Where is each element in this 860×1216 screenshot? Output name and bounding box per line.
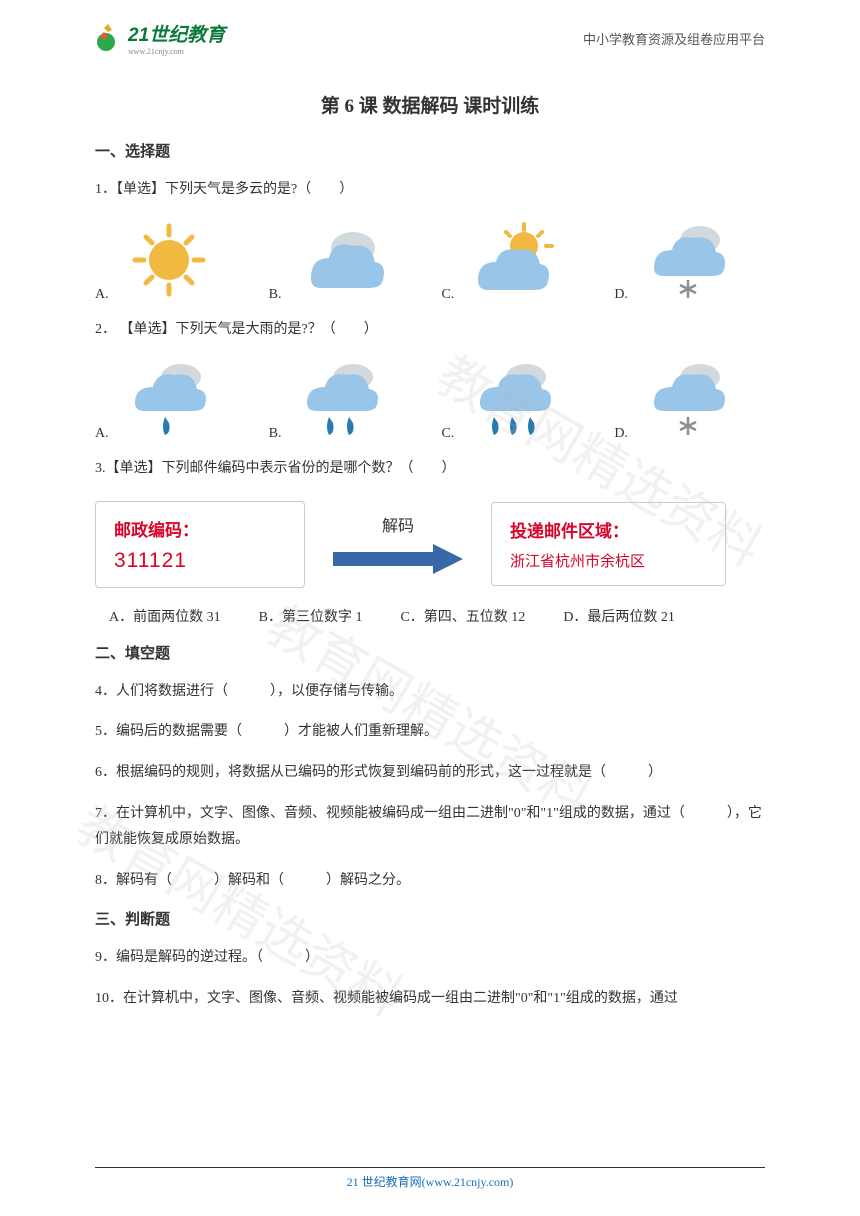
snow-icon	[638, 357, 738, 442]
logo-text: 21世纪教育	[128, 25, 225, 46]
question-8: 8．解码有（ ）解码和（ ）解码之分。	[95, 868, 765, 895]
logo: 21世纪教育 www.21cnjy.com	[90, 20, 225, 56]
logo-url: www.21cnjy.com	[128, 47, 225, 56]
partly-cloudy-icon	[464, 218, 564, 303]
q1-options: A. B. C.	[95, 218, 765, 303]
option-label: A.	[95, 287, 109, 303]
question-1: 1．【单选】下列天气是多云的是?（ ）	[95, 177, 765, 204]
header-platform-text: 中小学教育资源及组卷应用平台	[583, 29, 765, 48]
option-b: B．第三位数字 1	[259, 606, 363, 626]
option-a: A．前面两位数 31	[109, 606, 221, 626]
medium-rain-icon	[291, 357, 391, 442]
option-label: B.	[269, 287, 282, 303]
question-2: 2． 【单选】下列天气是大雨的是?？（ ）	[95, 317, 765, 344]
region-label: 投递邮件区域：	[510, 517, 707, 542]
postal-diagram: 邮政编码： 311121 解码 投递邮件区域： 浙江省杭州市余杭区	[95, 501, 765, 588]
snow-icon	[638, 218, 738, 303]
question-6: 6．根据编码的规则，将数据从已编码的形式恢复到编码前的形式，这一过程就是（ ）	[95, 760, 765, 787]
footer-text: 21 世纪教育网(www.21cnjy.com)	[0, 1173, 860, 1190]
arrow-label: 解码	[382, 512, 414, 536]
section-judge: 三、判断题	[95, 908, 765, 929]
question-10: 10．在计算机中，文字、图像、音频、视频能被编码成一组由二进制"0"和"1"组成…	[95, 986, 765, 1013]
sun-icon	[119, 218, 219, 303]
option-label: A.	[95, 426, 109, 442]
option-label: C.	[441, 287, 454, 303]
page-title: 第 6 课 数据解码 课时训练	[95, 91, 765, 118]
arrow-icon	[333, 540, 463, 576]
question-5: 5．编码后的数据需要（ ）才能被人们重新理解。	[95, 719, 765, 746]
option-label: D.	[614, 287, 628, 303]
section-choice: 一、选择题	[95, 140, 765, 161]
q2-options: A. B. C.	[95, 357, 765, 442]
postal-code-box: 邮政编码： 311121	[95, 501, 305, 588]
postal-code: 311121	[114, 549, 286, 573]
decode-arrow: 解码	[333, 512, 463, 576]
question-3: 3.【单选】下列邮件编码中表示省份的是哪个数？（ ）	[95, 456, 765, 483]
footer-divider	[95, 1167, 765, 1168]
option-c: C．第四、五位数 12	[400, 606, 525, 626]
question-9: 9．编码是解码的逆过程。（ ）	[95, 945, 765, 972]
option-label: B.	[269, 426, 282, 442]
q3-options: A．前面两位数 31 B．第三位数字 1 C．第四、五位数 12 D．最后两位数…	[109, 606, 765, 626]
logo-icon	[90, 22, 122, 54]
option-d: D．最后两位数 21	[563, 606, 675, 626]
section-fill: 二、填空题	[95, 642, 765, 663]
postal-label: 邮政编码：	[114, 516, 286, 541]
option-label: D.	[614, 426, 628, 442]
heavy-rain-icon	[464, 357, 564, 442]
option-label: C.	[441, 426, 454, 442]
page-header: 21世纪教育 www.21cnjy.com 中小学教育资源及组卷应用平台	[0, 0, 860, 66]
postal-region-box: 投递邮件区域： 浙江省杭州市余杭区	[491, 502, 726, 586]
light-rain-icon	[119, 357, 219, 442]
question-7: 7．在计算机中，文字、图像、音频、视频能被编码成一组由二进制"0"和"1"组成的…	[95, 801, 765, 854]
cloudy-icon	[291, 218, 391, 303]
question-4: 4．人们将数据进行（ ），以便存储与传输。	[95, 679, 765, 706]
region-text: 浙江省杭州市余杭区	[510, 550, 707, 571]
